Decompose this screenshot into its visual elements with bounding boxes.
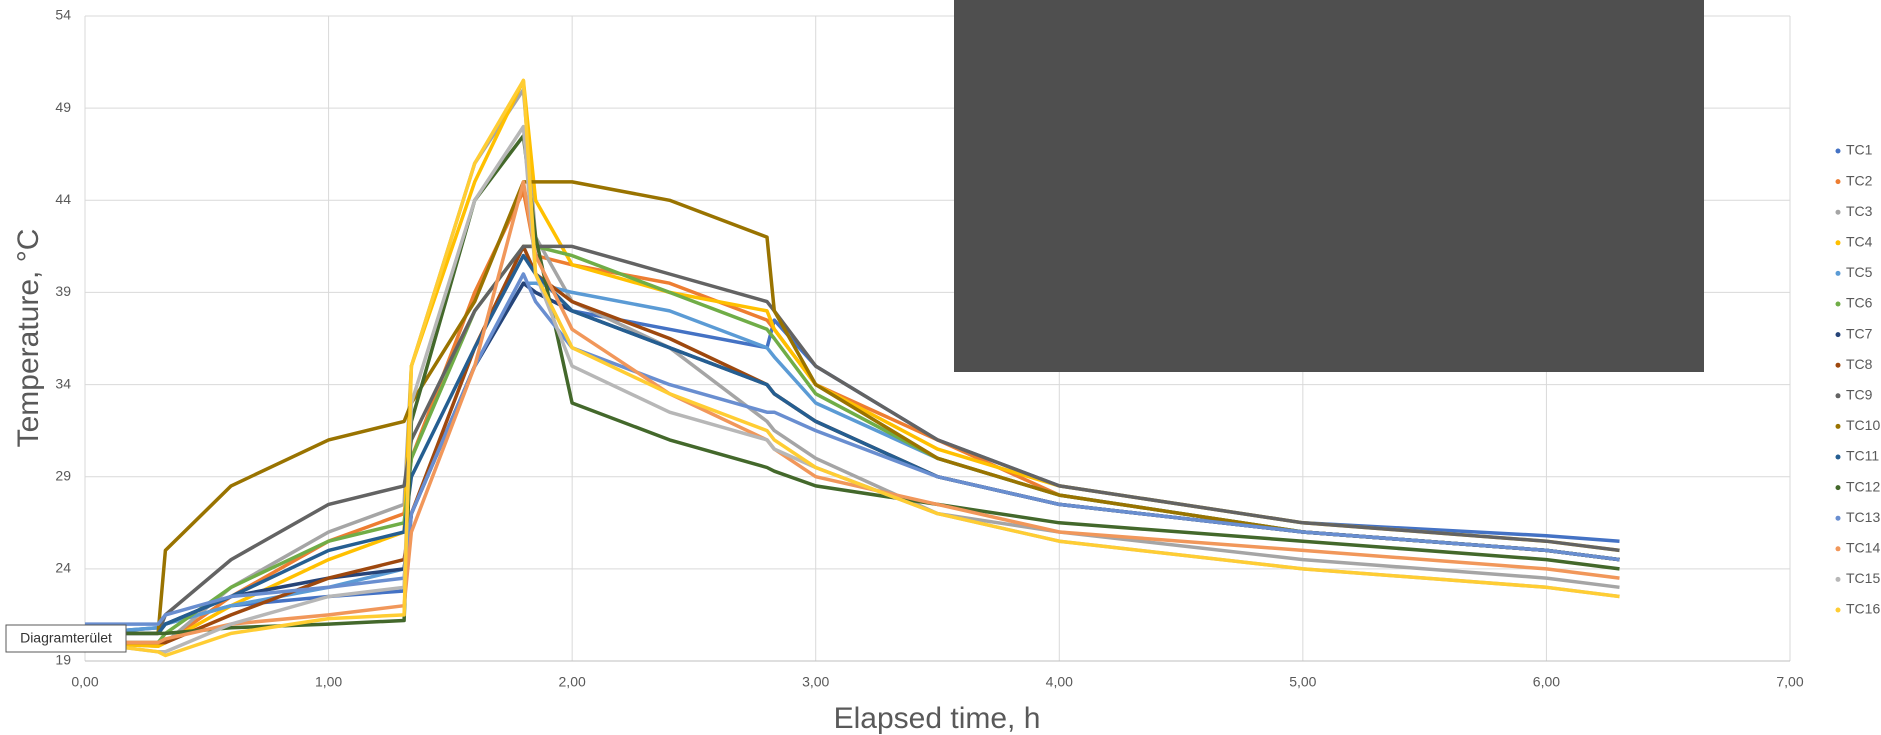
- legend-marker: [1836, 608, 1841, 613]
- y-tick-label: 44: [55, 191, 71, 207]
- legend-label: TC8: [1846, 356, 1873, 372]
- legend-marker: [1836, 516, 1841, 521]
- y-tick-label: 54: [55, 7, 71, 23]
- legend-marker: [1836, 577, 1841, 582]
- x-axis-title: Elapsed time, h: [834, 702, 1041, 735]
- legend-label: TC2: [1846, 172, 1873, 188]
- legend-label: TC6: [1846, 295, 1873, 311]
- legend-label: TC16: [1846, 601, 1880, 617]
- y-tick-label: 39: [55, 283, 71, 299]
- legend-marker: [1836, 455, 1841, 460]
- legend-marker: [1836, 424, 1841, 429]
- legend-label: TC12: [1846, 478, 1880, 494]
- chart: Elapsed time, h Temperature, °C Diagramt…: [0, 0, 1881, 735]
- legend-marker: [1836, 149, 1841, 154]
- legend-label: TC1: [1846, 142, 1873, 158]
- x-tick-label: 1,00: [315, 674, 342, 690]
- legend-label: TC5: [1846, 264, 1873, 280]
- legend-marker: [1836, 485, 1841, 490]
- legend-label: TC3: [1846, 203, 1873, 219]
- x-tick-label: 5,00: [1289, 674, 1316, 690]
- y-tick-label: 24: [55, 560, 71, 576]
- x-tick-label: 3,00: [802, 674, 829, 690]
- legend-label: TC10: [1846, 417, 1880, 433]
- x-tick-label: 0,00: [71, 674, 98, 690]
- legend-label: TC4: [1846, 234, 1873, 250]
- legend-label: TC7: [1846, 325, 1873, 341]
- y-tick-label: 34: [55, 375, 71, 391]
- y-tick-label: 29: [55, 467, 71, 483]
- legend-label: TC15: [1846, 570, 1880, 586]
- legend-marker: [1836, 179, 1841, 184]
- legend-label: TC9: [1846, 387, 1873, 403]
- tooltip: Diagramterület: [20, 630, 112, 646]
- legend-marker: [1836, 240, 1841, 245]
- legend-marker: [1836, 332, 1841, 337]
- legend-label: TC11: [1846, 448, 1879, 464]
- y-axis-title: Temperature, °C: [12, 229, 45, 448]
- x-tick-label: 2,00: [559, 674, 586, 690]
- legend-marker: [1836, 546, 1841, 551]
- legend-marker: [1836, 302, 1841, 307]
- legend-label: TC13: [1846, 509, 1880, 525]
- x-tick-label: 4,00: [1046, 674, 1073, 690]
- legend-marker: [1836, 210, 1841, 215]
- y-tick-label: 19: [55, 652, 71, 668]
- x-tick-label: 6,00: [1533, 674, 1560, 690]
- legend-label: TC14: [1846, 540, 1880, 556]
- legend-marker: [1836, 363, 1841, 368]
- y-tick-label: 49: [55, 99, 71, 115]
- legend-marker: [1836, 271, 1841, 276]
- legend-marker: [1836, 393, 1841, 398]
- obscuring-overlay: [954, 0, 1704, 372]
- x-tick-label: 7,00: [1776, 674, 1803, 690]
